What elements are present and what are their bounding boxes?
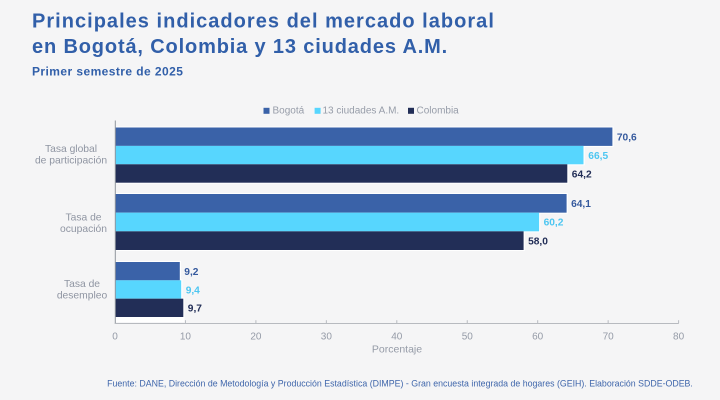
svg-text:Bogotá: Bogotá [273, 106, 305, 117]
svg-text:de participación: de participación [35, 156, 107, 167]
svg-text:Porcentaje: Porcentaje [372, 343, 422, 355]
svg-text:66,5: 66,5 [588, 151, 608, 162]
svg-text:9,2: 9,2 [184, 267, 198, 278]
svg-text:en Bogotá, Colombia y 13 ciuda: en Bogotá, Colombia y 13 ciudades A.M. [32, 36, 448, 58]
svg-text:64,2: 64,2 [572, 169, 592, 180]
svg-text:ocupación: ocupación [60, 224, 107, 235]
svg-text:60: 60 [532, 332, 544, 343]
svg-text:9,4: 9,4 [186, 285, 200, 296]
svg-text:60,2: 60,2 [544, 218, 564, 229]
svg-text:0: 0 [112, 332, 118, 343]
svg-text:70: 70 [603, 332, 615, 343]
svg-text:64,1: 64,1 [571, 199, 591, 210]
svg-text:Fuente: DANE, Dirección de Met: Fuente: DANE, Dirección de Metodología y… [107, 378, 693, 388]
svg-text:Tasa de: Tasa de [64, 279, 100, 290]
svg-text:Colombia: Colombia [417, 106, 460, 117]
svg-text:10: 10 [180, 332, 192, 343]
svg-text:30: 30 [321, 332, 333, 343]
svg-text:70,6: 70,6 [617, 133, 637, 144]
svg-text:Primer semestre de 2025: Primer semestre de 2025 [32, 65, 183, 79]
svg-text:Tasa de: Tasa de [65, 213, 101, 224]
svg-text:50: 50 [462, 332, 474, 343]
svg-text:20: 20 [250, 332, 262, 343]
svg-text:58,0: 58,0 [528, 236, 548, 247]
svg-text:9,7: 9,7 [188, 304, 202, 315]
svg-text:desempleo: desempleo [57, 290, 108, 301]
svg-text:80: 80 [673, 332, 685, 343]
svg-text:40: 40 [391, 332, 403, 343]
svg-text:13 ciudades A.M.: 13 ciudades A.M. [323, 106, 400, 117]
svg-text:Tasa global: Tasa global [45, 144, 97, 155]
svg-text:Principales indicadores del me: Principales indicadores del mercado labo… [32, 11, 495, 33]
